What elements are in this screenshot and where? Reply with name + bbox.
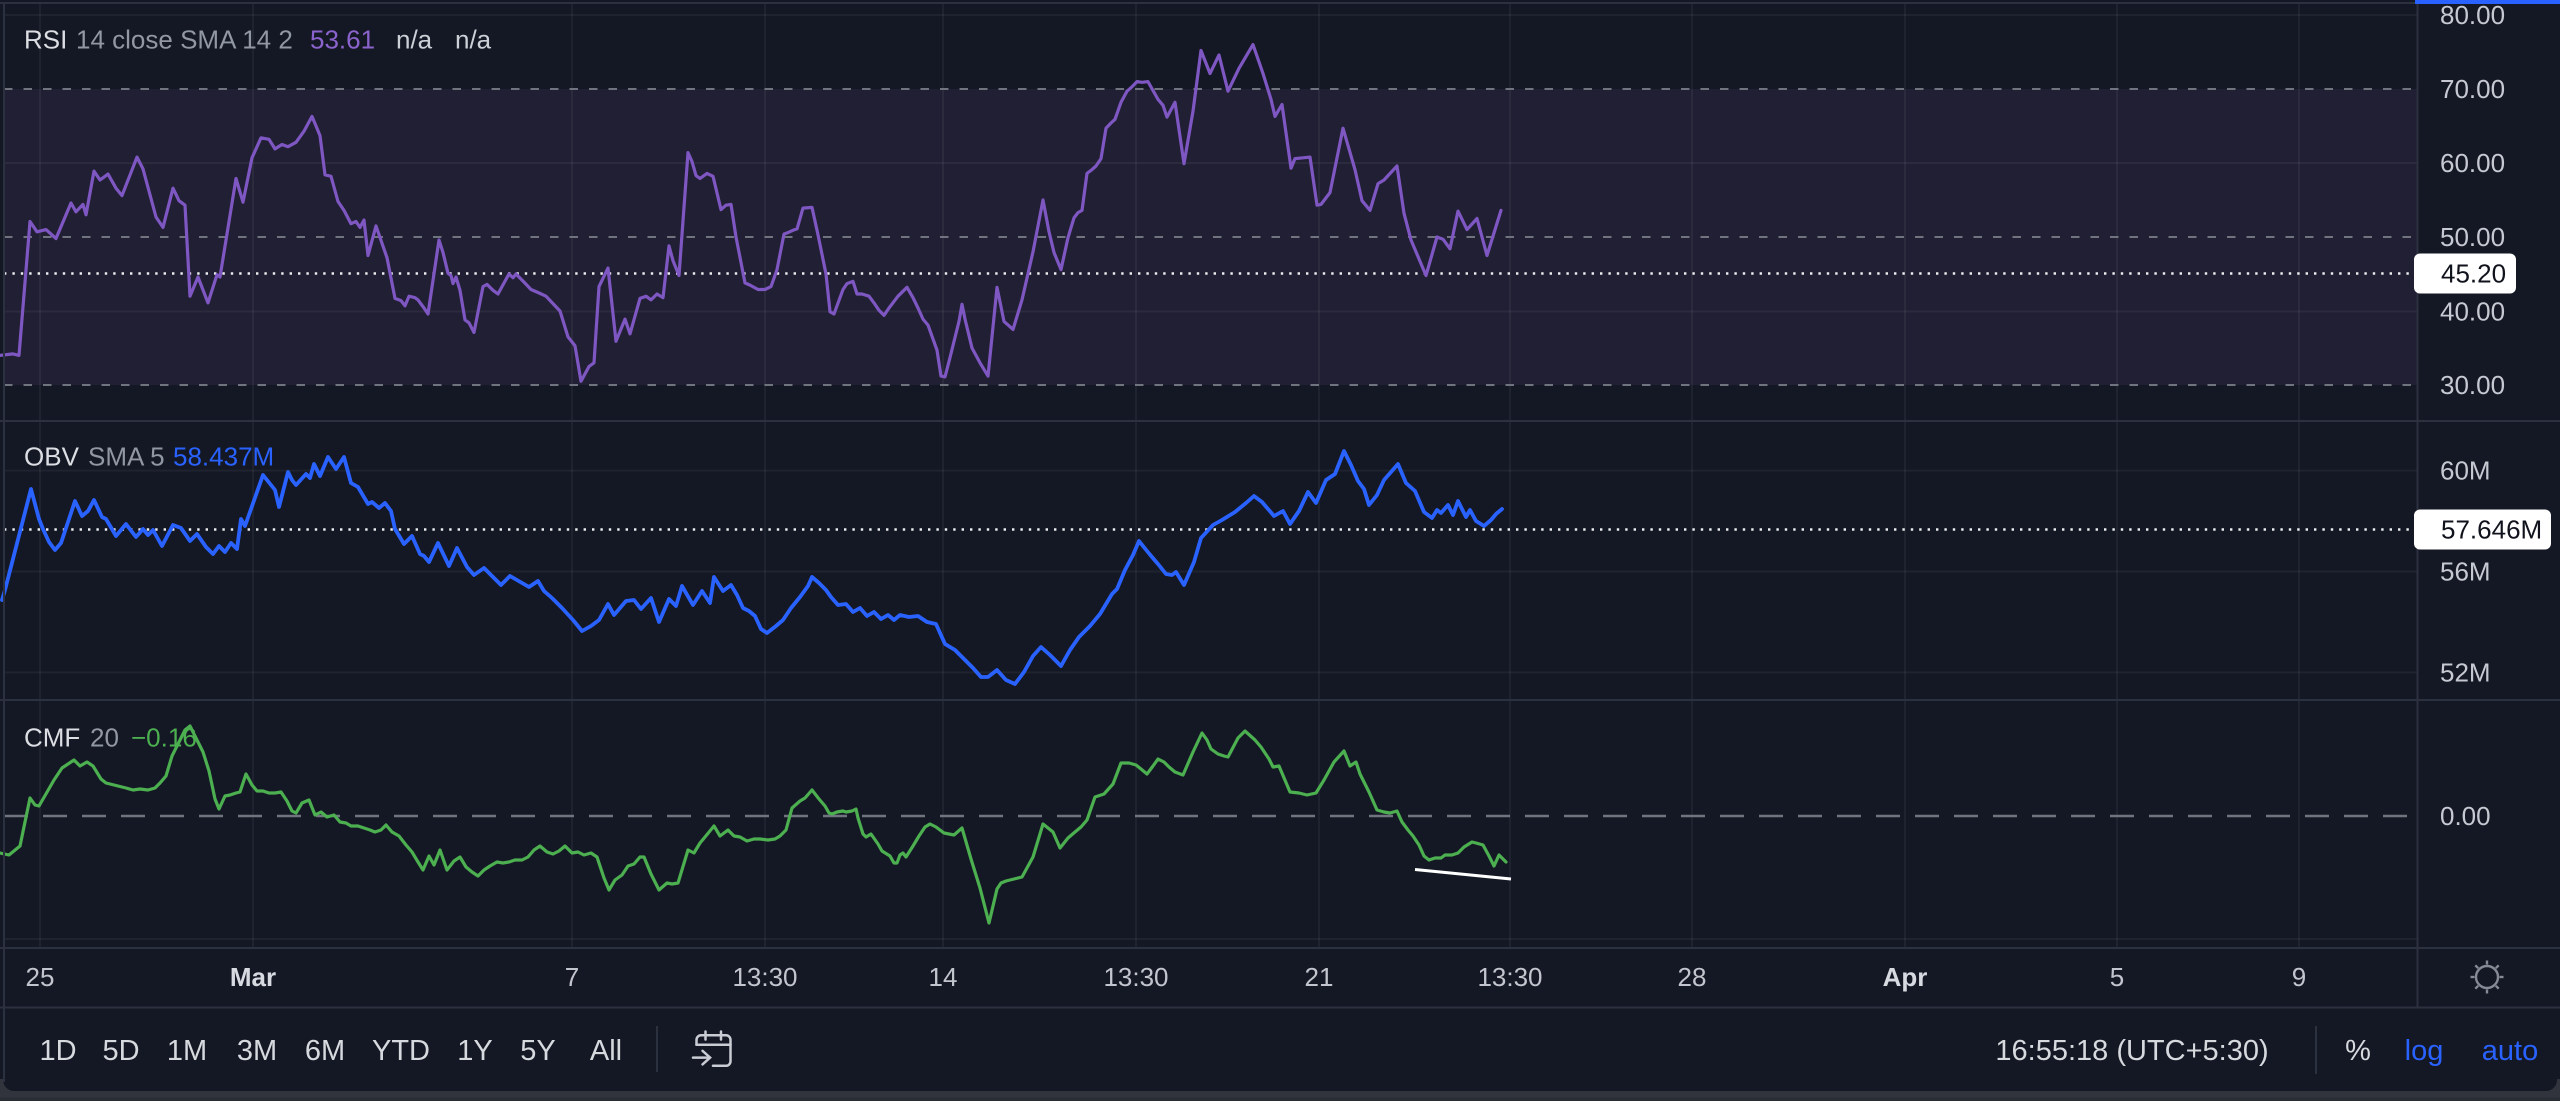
svg-text:1Y: 1Y <box>457 1035 492 1067</box>
svg-text:RSI: RSI <box>24 25 67 55</box>
svg-text:70.00: 70.00 <box>2440 74 2505 104</box>
svg-text:3M: 3M <box>237 1035 277 1067</box>
svg-text:n/a: n/a <box>396 25 433 55</box>
svg-text:SMA 5: SMA 5 <box>88 442 165 472</box>
svg-text:80.00: 80.00 <box>2440 0 2505 30</box>
svg-text:50.00: 50.00 <box>2440 222 2505 252</box>
svg-text:14: 14 <box>929 962 958 992</box>
svg-text:30.00: 30.00 <box>2440 370 2505 400</box>
svg-text:1M: 1M <box>167 1035 207 1067</box>
svg-text:28: 28 <box>1678 962 1707 992</box>
svg-text:auto: auto <box>2482 1035 2538 1067</box>
svg-text:6M: 6M <box>305 1035 345 1067</box>
svg-text:−0.16: −0.16 <box>131 723 197 753</box>
svg-text:20: 20 <box>90 723 119 753</box>
svg-text:56M: 56M <box>2440 557 2491 587</box>
svg-text:5D: 5D <box>102 1035 139 1067</box>
svg-text:7: 7 <box>565 962 579 992</box>
svg-text:13:30: 13:30 <box>1477 962 1542 992</box>
svg-text:60M: 60M <box>2440 456 2491 486</box>
svg-text:45.20: 45.20 <box>2441 259 2506 289</box>
svg-text:53.61: 53.61 <box>310 25 375 55</box>
svg-text:5: 5 <box>2110 962 2124 992</box>
svg-text:YTD: YTD <box>372 1035 430 1067</box>
svg-text:1D: 1D <box>39 1035 76 1067</box>
svg-text:OBV: OBV <box>24 442 80 472</box>
svg-text:13:30: 13:30 <box>732 962 797 992</box>
svg-text:CMF: CMF <box>24 723 80 753</box>
svg-text:n/a: n/a <box>455 25 492 55</box>
svg-text:9: 9 <box>2292 962 2306 992</box>
svg-text:log: log <box>2405 1035 2444 1067</box>
svg-text:14 close SMA 14 2: 14 close SMA 14 2 <box>76 25 293 55</box>
svg-text:58.437M: 58.437M <box>173 442 274 472</box>
svg-text:21: 21 <box>1305 962 1334 992</box>
svg-text:13:30: 13:30 <box>1103 962 1168 992</box>
svg-text:40.00: 40.00 <box>2440 297 2505 327</box>
svg-text:Apr: Apr <box>1883 962 1928 992</box>
svg-text:16:55:18 (UTC+5:30): 16:55:18 (UTC+5:30) <box>1995 1035 2268 1067</box>
svg-text:57.646M: 57.646M <box>2441 515 2542 545</box>
svg-text:0.00: 0.00 <box>2440 801 2491 831</box>
svg-text:Mar: Mar <box>230 962 276 992</box>
svg-text:5Y: 5Y <box>520 1035 555 1067</box>
svg-text:52M: 52M <box>2440 657 2491 687</box>
svg-text:All: All <box>590 1035 622 1067</box>
svg-text:25: 25 <box>26 962 55 992</box>
svg-text:60.00: 60.00 <box>2440 148 2505 178</box>
svg-text:%: % <box>2345 1035 2371 1067</box>
